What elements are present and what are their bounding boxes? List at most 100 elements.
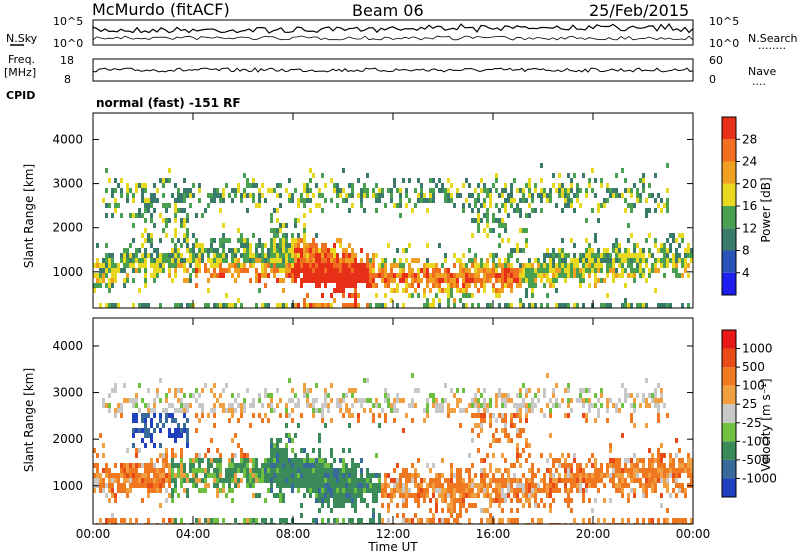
power-data-cell — [321, 303, 324, 308]
velocity-data-cell — [621, 488, 624, 493]
power-data-cell — [540, 263, 543, 268]
velocity-data-cell — [546, 488, 549, 493]
power-data-cell — [210, 198, 213, 203]
power-data-cell — [471, 258, 474, 263]
velocity-data-cell — [345, 498, 348, 503]
power-data-cell — [150, 263, 153, 268]
power-data-cell — [351, 183, 354, 188]
velocity-data-cell — [372, 483, 375, 488]
velocity-data-cell — [198, 418, 201, 423]
velocity-data-cell — [555, 478, 558, 483]
velocity-data-cell — [315, 468, 318, 473]
velocity-data-cell — [171, 498, 174, 503]
velocity-data-cell — [567, 398, 570, 403]
power-data-cell — [543, 188, 546, 193]
velocity-data-cell — [564, 478, 567, 483]
power-data-cell — [519, 208, 522, 213]
power-data-cell — [492, 263, 495, 268]
power-data-cell — [393, 178, 396, 183]
power-data-cell — [345, 198, 348, 203]
power-data-cell — [573, 263, 576, 268]
power-data-cell — [108, 178, 111, 183]
velocity-data-cell — [327, 473, 330, 478]
power-data-cell — [648, 193, 651, 198]
power-data-cell — [597, 253, 600, 258]
velocity-data-cell — [216, 448, 219, 453]
velocity-data-cell — [384, 473, 387, 478]
power-data-cell — [630, 273, 633, 278]
power-data-cell — [390, 193, 393, 198]
power-data-cell — [174, 183, 177, 188]
velocity-data-cell — [216, 458, 219, 463]
power-data-cell — [282, 288, 285, 293]
power-data-cell — [183, 233, 186, 238]
power-data-cell — [105, 168, 108, 173]
power-data-cell — [333, 263, 336, 268]
velocity-data-cell — [216, 493, 219, 498]
velocity-data-cell — [411, 493, 414, 498]
power-data-cell — [606, 263, 609, 268]
velocity-data-cell — [639, 478, 642, 483]
power-data-cell — [642, 188, 645, 193]
velocity-data-cell — [489, 493, 492, 498]
velocity-data-cell — [432, 403, 435, 408]
power-data-cell — [540, 273, 543, 278]
velocity-data-cell — [654, 473, 657, 478]
power-data-cell — [351, 293, 354, 298]
power-data-cell — [417, 268, 420, 273]
power-data-cell — [438, 298, 441, 303]
power-data-cell — [573, 258, 576, 263]
power-data-cell — [333, 278, 336, 283]
power-data-cell — [423, 263, 426, 268]
power-data-cell — [531, 273, 534, 278]
power-data-cell — [114, 178, 117, 183]
power-data-cell — [399, 273, 402, 278]
velocity-data-cell — [171, 518, 174, 523]
velocity-data-cell — [348, 413, 351, 418]
velocity-data-cell — [339, 458, 342, 463]
power-data-cell — [258, 203, 261, 208]
velocity-data-cell — [405, 473, 408, 478]
power-data-cell — [486, 188, 489, 193]
velocity-data-cell — [621, 473, 624, 478]
velocity-data-cell — [258, 468, 261, 473]
power-data-cell — [282, 248, 285, 253]
power-data-cell — [597, 258, 600, 263]
power-data-cell — [303, 263, 306, 268]
velocity-data-cell — [453, 488, 456, 493]
velocity-data-cell — [654, 398, 657, 403]
velocity-data-cell — [144, 433, 147, 438]
velocity-data-cell — [678, 458, 681, 463]
power-data-cell — [606, 253, 609, 258]
velocity-data-cell — [327, 463, 330, 468]
power-data-cell — [528, 193, 531, 198]
power-data-cell — [666, 303, 669, 308]
velocity-data-cell — [120, 473, 123, 478]
time-xtick-label: 20:00 — [576, 527, 611, 541]
power-cbar-label: Power [dB] — [759, 177, 773, 242]
velocity-data-cell — [252, 493, 255, 498]
power-data-cell — [303, 238, 306, 243]
velocity-data-cell — [540, 498, 543, 503]
velocity-data-cell — [405, 498, 408, 503]
power-data-cell — [399, 213, 402, 218]
velocity-data-cell — [342, 498, 345, 503]
velocity-data-cell — [651, 398, 654, 403]
velocity-data-cell — [414, 483, 417, 488]
velocity-data-cell — [612, 478, 615, 483]
power-data-cell — [648, 183, 651, 188]
velocity-data-cell — [447, 403, 450, 408]
power-data-cell — [564, 273, 567, 278]
velocity-data-cell — [498, 438, 501, 443]
velocity-data-cell — [510, 423, 513, 428]
power-data-cell — [324, 303, 327, 308]
power-data-cell — [354, 293, 357, 298]
velocity-data-cell — [483, 488, 486, 493]
velocity-data-cell — [114, 478, 117, 483]
velocity-data-cell — [531, 408, 534, 413]
power-data-cell — [531, 263, 534, 268]
velocity-data-cell — [690, 458, 693, 463]
power-colorbar-swatch — [722, 272, 736, 295]
power-ytick-label: 4000 — [52, 132, 83, 146]
power-data-cell — [315, 278, 318, 283]
